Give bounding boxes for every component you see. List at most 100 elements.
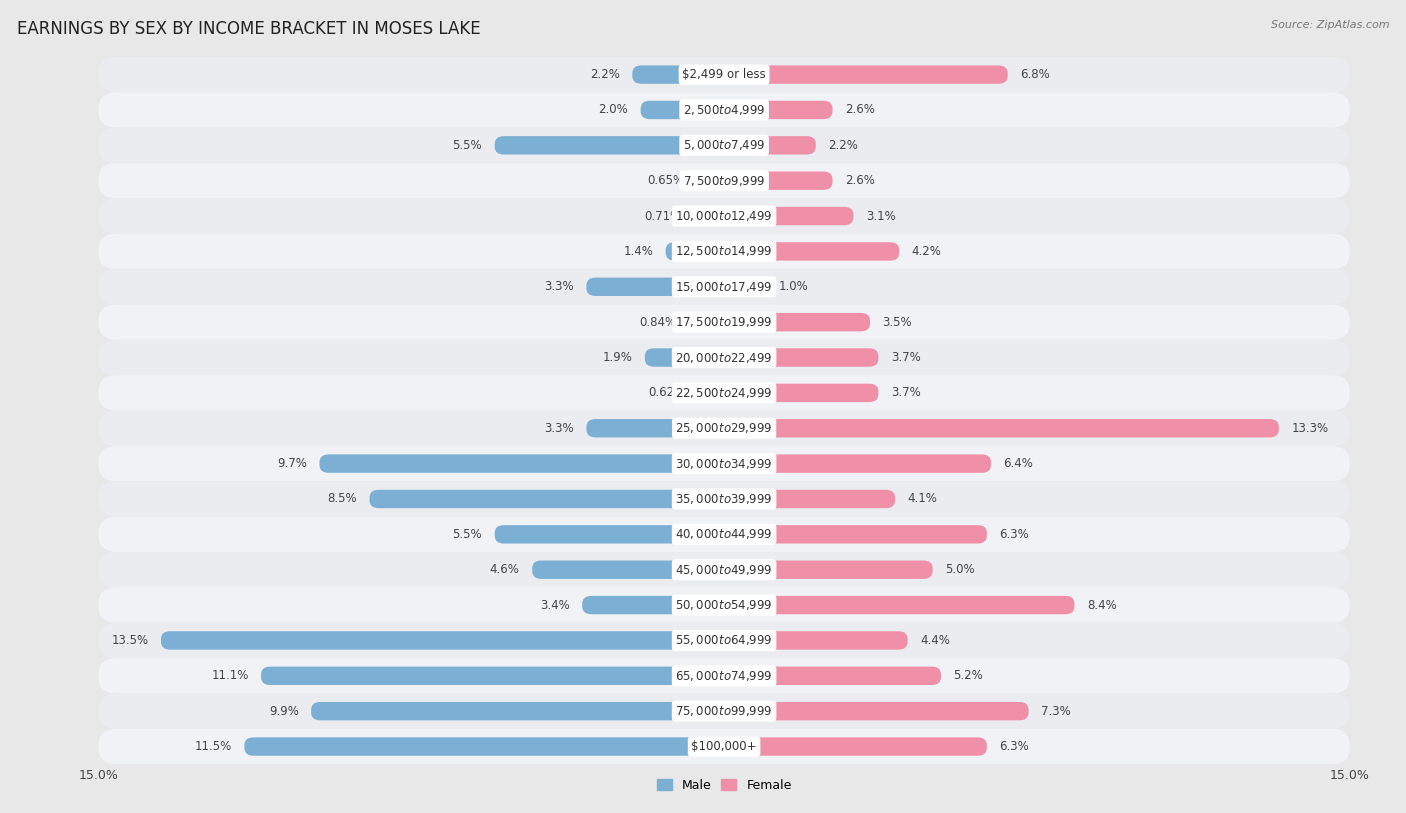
- Text: 3.7%: 3.7%: [891, 386, 921, 399]
- FancyBboxPatch shape: [98, 198, 1350, 234]
- FancyBboxPatch shape: [724, 384, 879, 402]
- FancyBboxPatch shape: [98, 587, 1350, 623]
- FancyBboxPatch shape: [724, 313, 870, 332]
- FancyBboxPatch shape: [98, 729, 1350, 764]
- FancyBboxPatch shape: [98, 693, 1350, 729]
- Text: 4.2%: 4.2%: [911, 245, 942, 258]
- FancyBboxPatch shape: [645, 348, 724, 367]
- Text: 5.2%: 5.2%: [953, 669, 983, 682]
- FancyBboxPatch shape: [533, 560, 724, 579]
- Text: 5.5%: 5.5%: [453, 139, 482, 152]
- Text: $30,000 to $34,999: $30,000 to $34,999: [675, 457, 773, 471]
- Text: 2.6%: 2.6%: [845, 174, 875, 187]
- Text: 7.3%: 7.3%: [1040, 705, 1071, 718]
- FancyBboxPatch shape: [98, 234, 1350, 269]
- FancyBboxPatch shape: [724, 454, 991, 473]
- FancyBboxPatch shape: [98, 446, 1350, 481]
- Text: 11.5%: 11.5%: [194, 740, 232, 753]
- Text: $25,000 to $29,999: $25,000 to $29,999: [675, 421, 773, 435]
- Text: $10,000 to $12,499: $10,000 to $12,499: [675, 209, 773, 223]
- FancyBboxPatch shape: [695, 207, 724, 225]
- FancyBboxPatch shape: [495, 525, 724, 544]
- Text: 3.7%: 3.7%: [891, 351, 921, 364]
- FancyBboxPatch shape: [724, 65, 1008, 84]
- FancyBboxPatch shape: [98, 552, 1350, 587]
- FancyBboxPatch shape: [370, 489, 724, 508]
- Text: 8.5%: 8.5%: [328, 493, 357, 506]
- Text: $7,500 to $9,999: $7,500 to $9,999: [683, 174, 765, 188]
- Text: $50,000 to $54,999: $50,000 to $54,999: [675, 598, 773, 612]
- FancyBboxPatch shape: [319, 454, 724, 473]
- Text: 1.0%: 1.0%: [779, 280, 808, 293]
- FancyBboxPatch shape: [724, 207, 853, 225]
- FancyBboxPatch shape: [98, 304, 1350, 340]
- FancyBboxPatch shape: [724, 489, 896, 508]
- FancyBboxPatch shape: [724, 560, 932, 579]
- Text: $45,000 to $49,999: $45,000 to $49,999: [675, 563, 773, 576]
- FancyBboxPatch shape: [724, 631, 908, 650]
- Text: 6.8%: 6.8%: [1021, 68, 1050, 81]
- Text: 3.1%: 3.1%: [866, 210, 896, 223]
- FancyBboxPatch shape: [697, 172, 724, 190]
- Text: $2,500 to $4,999: $2,500 to $4,999: [683, 103, 765, 117]
- FancyBboxPatch shape: [724, 242, 900, 261]
- FancyBboxPatch shape: [724, 596, 1074, 615]
- FancyBboxPatch shape: [689, 313, 724, 332]
- FancyBboxPatch shape: [98, 269, 1350, 304]
- Text: $22,500 to $24,999: $22,500 to $24,999: [675, 386, 773, 400]
- FancyBboxPatch shape: [586, 419, 724, 437]
- Text: 8.4%: 8.4%: [1087, 598, 1116, 611]
- FancyBboxPatch shape: [641, 101, 724, 120]
- FancyBboxPatch shape: [98, 623, 1350, 659]
- FancyBboxPatch shape: [98, 411, 1350, 446]
- Text: $15,000 to $17,499: $15,000 to $17,499: [675, 280, 773, 293]
- FancyBboxPatch shape: [724, 667, 941, 685]
- FancyBboxPatch shape: [665, 242, 724, 261]
- Text: 11.1%: 11.1%: [211, 669, 249, 682]
- FancyBboxPatch shape: [724, 172, 832, 190]
- Text: $75,000 to $99,999: $75,000 to $99,999: [675, 704, 773, 718]
- FancyBboxPatch shape: [699, 384, 724, 402]
- Text: 2.0%: 2.0%: [599, 103, 628, 116]
- Text: 4.4%: 4.4%: [920, 634, 950, 647]
- FancyBboxPatch shape: [724, 101, 832, 120]
- FancyBboxPatch shape: [160, 631, 724, 650]
- Text: $100,000+: $100,000+: [692, 740, 756, 753]
- FancyBboxPatch shape: [724, 525, 987, 544]
- FancyBboxPatch shape: [724, 136, 815, 154]
- Text: 4.1%: 4.1%: [908, 493, 938, 506]
- FancyBboxPatch shape: [724, 737, 987, 756]
- Text: 2.2%: 2.2%: [828, 139, 858, 152]
- Text: 0.84%: 0.84%: [640, 315, 676, 328]
- Text: 6.4%: 6.4%: [1004, 457, 1033, 470]
- FancyBboxPatch shape: [98, 163, 1350, 198]
- FancyBboxPatch shape: [98, 659, 1350, 693]
- Text: 2.6%: 2.6%: [845, 103, 875, 116]
- FancyBboxPatch shape: [262, 667, 724, 685]
- Text: 5.0%: 5.0%: [945, 563, 974, 576]
- FancyBboxPatch shape: [245, 737, 724, 756]
- Text: 0.71%: 0.71%: [645, 210, 682, 223]
- Text: $20,000 to $22,499: $20,000 to $22,499: [675, 350, 773, 364]
- Legend: Male, Female: Male, Female: [651, 774, 797, 797]
- Text: $35,000 to $39,999: $35,000 to $39,999: [675, 492, 773, 506]
- FancyBboxPatch shape: [98, 517, 1350, 552]
- FancyBboxPatch shape: [98, 375, 1350, 411]
- Text: 9.9%: 9.9%: [269, 705, 298, 718]
- FancyBboxPatch shape: [311, 702, 724, 720]
- Text: $5,000 to $7,499: $5,000 to $7,499: [683, 138, 765, 152]
- FancyBboxPatch shape: [98, 481, 1350, 517]
- Text: 2.2%: 2.2%: [591, 68, 620, 81]
- FancyBboxPatch shape: [495, 136, 724, 154]
- Text: 13.5%: 13.5%: [111, 634, 149, 647]
- Text: 3.5%: 3.5%: [883, 315, 912, 328]
- FancyBboxPatch shape: [724, 348, 879, 367]
- Text: 3.4%: 3.4%: [540, 598, 569, 611]
- Text: 1.9%: 1.9%: [602, 351, 633, 364]
- FancyBboxPatch shape: [724, 277, 766, 296]
- FancyBboxPatch shape: [582, 596, 724, 615]
- Text: 4.6%: 4.6%: [489, 563, 520, 576]
- FancyBboxPatch shape: [98, 340, 1350, 375]
- Text: $65,000 to $74,999: $65,000 to $74,999: [675, 669, 773, 683]
- Text: $12,500 to $14,999: $12,500 to $14,999: [675, 245, 773, 259]
